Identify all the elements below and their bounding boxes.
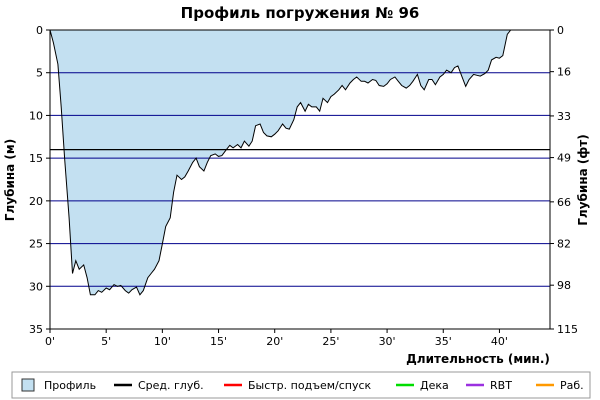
y-left-tick-label: 5 <box>36 67 43 80</box>
x-axis-label: Длительность (мин.) <box>406 352 550 366</box>
plot-frame <box>49 29 551 330</box>
legend-box <box>11 371 591 399</box>
legend: Профиль Сред. глуб. Быстр. подъем/спуск Дек… <box>11 371 591 399</box>
x-tick-label: 10' <box>154 335 171 348</box>
profile-line <box>49 29 512 296</box>
gridlines <box>50 72 550 287</box>
y-right-tick-label: 16 <box>557 66 571 79</box>
y-left-tick-label: 20 <box>29 195 43 208</box>
x-tick-label: 35' <box>435 335 452 348</box>
x-axis-ticks: 0' 5' 10' 15' 20' 25' 30' 35' 40' <box>45 329 508 348</box>
profile-area <box>50 30 511 295</box>
y-axis-right-label: Глубина (фт) <box>576 134 590 225</box>
x-tick-label: 15' <box>210 335 227 348</box>
x-tick-label: 40' <box>491 335 508 348</box>
x-tick-label: 0' <box>45 335 55 348</box>
y-right-tick-label: 98 <box>557 279 571 292</box>
y-right-tick-label: 115 <box>557 323 578 336</box>
y-axis-right-ticks: 0 16 33 49 66 82 98 115 <box>550 24 578 336</box>
y-axis-left-ticks: 0 5 10 15 20 25 30 35 <box>29 24 50 336</box>
y-right-tick-label: 66 <box>557 196 571 209</box>
plot-area <box>49 29 551 330</box>
y-left-tick-label: 25 <box>29 238 43 251</box>
legend-label: Профиль <box>44 379 96 392</box>
legend-label: Дека <box>420 379 449 392</box>
y-right-tick-label: 33 <box>557 110 571 123</box>
chart-title: Профиль погружения № 96 <box>181 4 420 22</box>
x-tick-label: 30' <box>379 335 396 348</box>
y-right-tick-label: 49 <box>557 152 571 165</box>
y-left-tick-label: 10 <box>29 109 43 122</box>
y-axis-left-label: Глубина (м) <box>3 139 17 221</box>
legend-label: Быстр. подъем/спуск <box>248 379 372 392</box>
legend-label: RBT <box>490 379 512 392</box>
legend-label: Раб. <box>560 379 584 392</box>
x-tick-label: 20' <box>266 335 283 348</box>
y-right-tick-label: 0 <box>557 24 564 37</box>
profile-area-layer <box>50 30 511 295</box>
x-tick-label: 25' <box>322 335 339 348</box>
y-left-tick-label: 0 <box>36 24 43 37</box>
legend-label: Сред. глуб. <box>138 379 204 392</box>
legend-items: Профиль Сред. глуб. Быстр. подъем/спуск Дек… <box>21 378 584 392</box>
x-tick-label: 5' <box>101 335 111 348</box>
y-left-tick-label: 35 <box>29 323 43 336</box>
profile-line-layer <box>49 29 512 296</box>
y-right-tick-label: 82 <box>557 238 571 251</box>
y-left-tick-label: 15 <box>29 152 43 165</box>
y-left-tick-label: 30 <box>29 280 43 293</box>
legend-swatch <box>21 378 35 392</box>
